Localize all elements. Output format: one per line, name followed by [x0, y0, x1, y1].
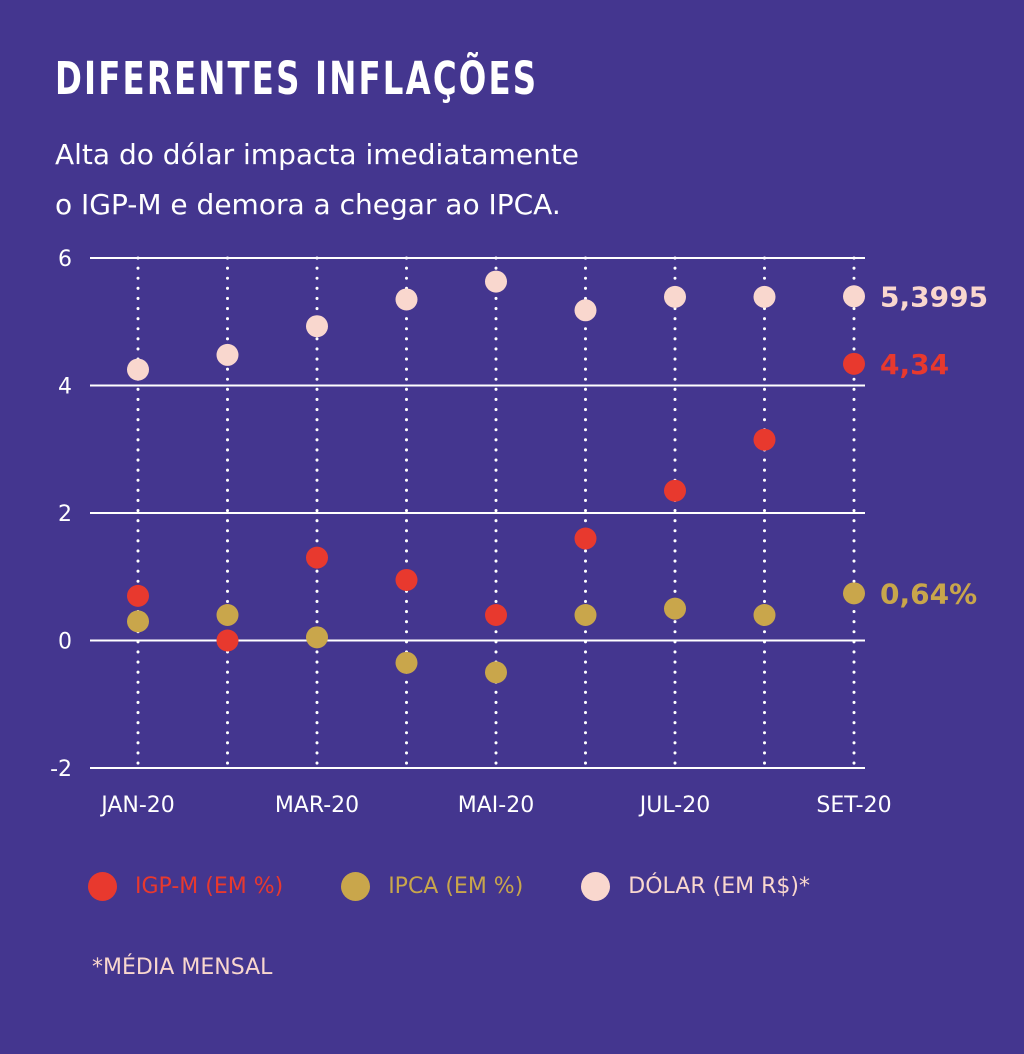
- chart-subtitle: Alta do dólar impacta imediatamente o IG…: [55, 130, 579, 230]
- dolar-point: [843, 285, 865, 308]
- ipca-point: [843, 582, 865, 605]
- igpm-point: [753, 428, 776, 451]
- y-tick-label: -2: [50, 757, 72, 782]
- legend-ipca-label: IPCA (EM %): [388, 874, 524, 899]
- legend-igpm-label: IGP-M (EM %): [135, 874, 284, 899]
- x-tick-label: MAI-20: [458, 793, 534, 818]
- ipca-point: [216, 604, 239, 626]
- igpm-point: [216, 629, 239, 652]
- igpm-point: [395, 568, 418, 591]
- dolar-point: [753, 285, 776, 308]
- ipca-point: [306, 626, 328, 649]
- ipca-point: [127, 610, 149, 633]
- igpm-point: [574, 527, 597, 550]
- legend-dolar-dot: [581, 872, 611, 901]
- ipca-point: [395, 651, 418, 674]
- igpm-point: [306, 546, 328, 569]
- footnote: *MÉDIA MENSAL: [92, 955, 273, 980]
- subtitle-line-1: Alta do dólar impacta imediatamente: [55, 138, 580, 171]
- igpm-end-label: 4,34: [880, 348, 949, 381]
- dolar-point: [664, 285, 686, 308]
- igpm-point: [664, 479, 686, 502]
- legend-igpm-dot: [88, 872, 117, 901]
- chart-title: DIFERENTES INFLAÇÕES: [55, 52, 539, 105]
- dolar-point: [127, 358, 149, 381]
- dolar-end-label: 5,3995: [880, 280, 988, 313]
- igpm-point: [843, 352, 865, 375]
- ipca-point: [664, 597, 686, 620]
- legend-item-igpm: IGP-M (EM %): [88, 872, 283, 901]
- legend-item-dolar: DÓLAR (EM R$)*: [581, 872, 810, 901]
- y-tick-label: 4: [58, 375, 72, 400]
- dolar-point: [306, 315, 328, 338]
- subtitle-line-2: o IGP-M e demora a chegar ao IPCA.: [55, 188, 561, 221]
- ipca-point: [485, 661, 507, 684]
- legend: IGP-M (EM %) IPCA (EM %) DÓLAR (EM R$)*: [88, 872, 868, 901]
- legend-dolar-label: DÓLAR (EM R$)*: [628, 874, 810, 899]
- x-tick-label: JAN-20: [99, 793, 175, 818]
- y-tick-label: 6: [58, 247, 72, 272]
- x-tick-label: JUL-20: [638, 793, 710, 818]
- y-tick-label: 2: [58, 502, 72, 527]
- ipca-end-label: 0,64%: [880, 577, 977, 610]
- x-tick-label: SET-20: [816, 793, 891, 818]
- dolar-point: [485, 270, 507, 293]
- legend-ipca-dot: [341, 872, 371, 901]
- dolar-point: [574, 299, 597, 322]
- igpm-point: [485, 604, 507, 626]
- legend-item-ipca: IPCA (EM %): [341, 872, 523, 901]
- dolar-point: [395, 288, 418, 311]
- igpm-point: [127, 584, 149, 607]
- dolar-point: [216, 343, 239, 366]
- ipca-point: [753, 604, 776, 626]
- ipca-point: [574, 604, 597, 626]
- y-tick-label: 0: [58, 630, 72, 655]
- x-tick-label: MAR-20: [275, 793, 359, 818]
